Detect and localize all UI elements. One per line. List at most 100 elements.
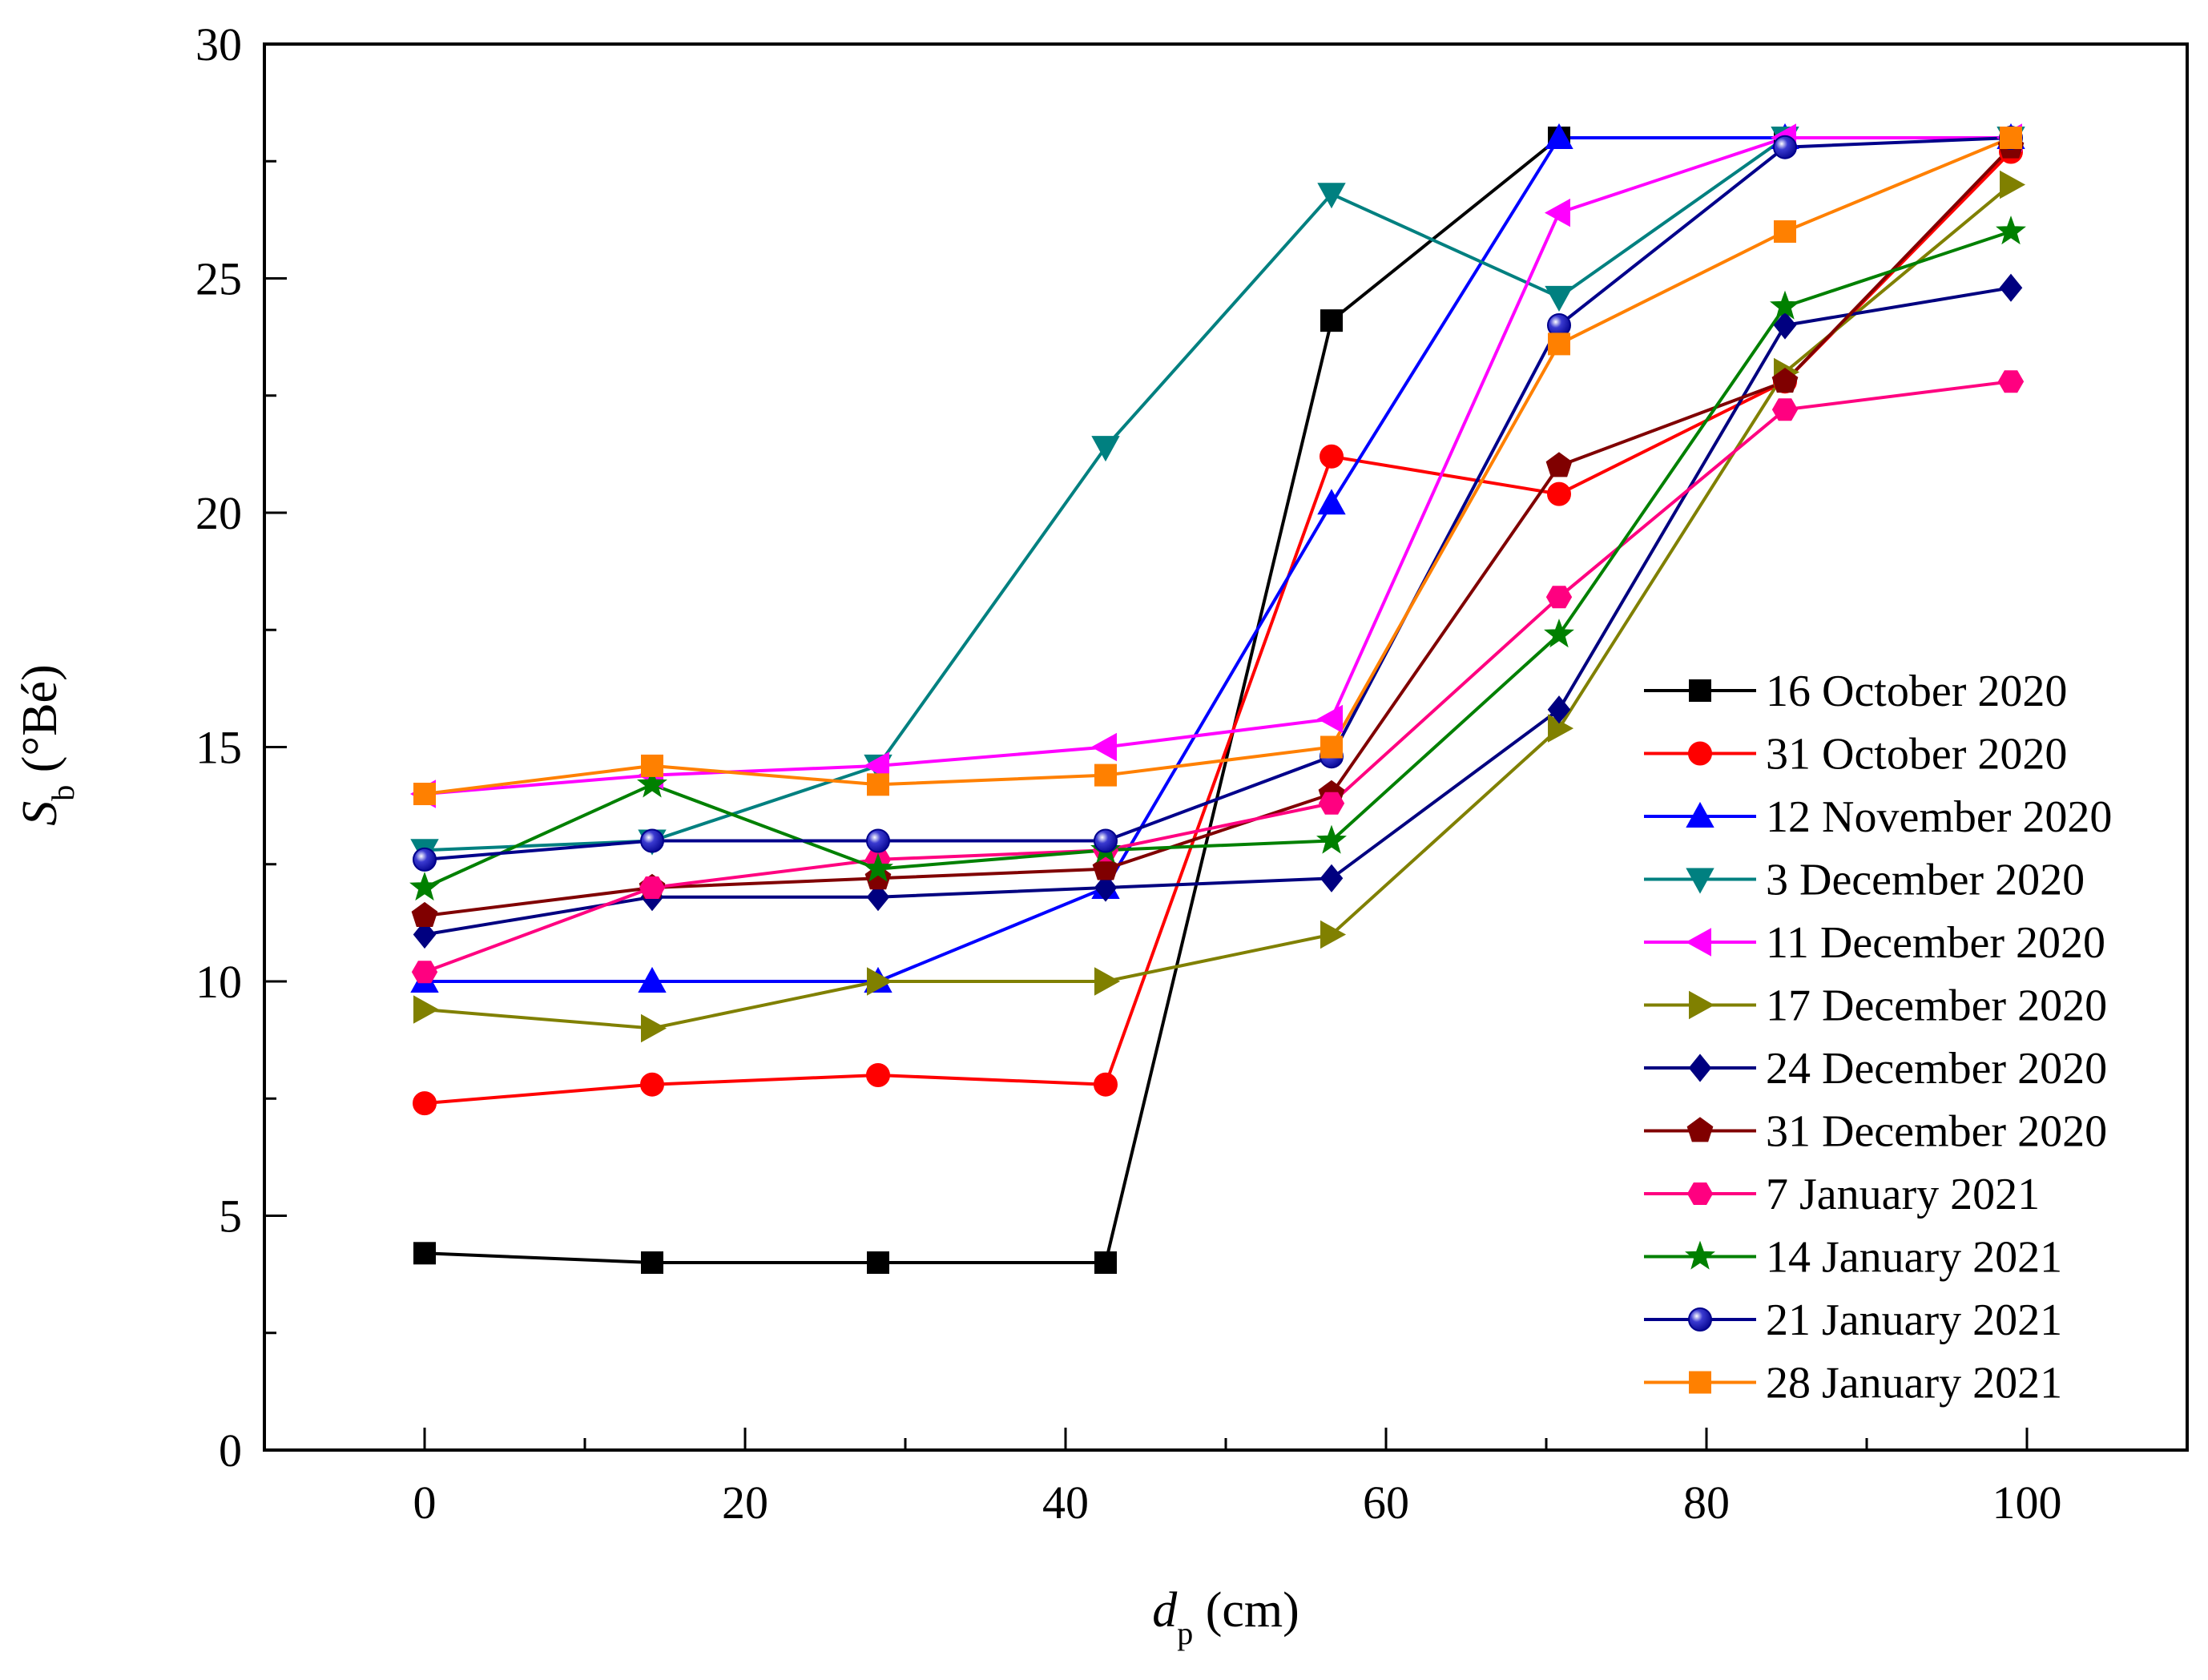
data-point-7-january-2021 [1997,370,2025,393]
legend-label: 28 January 2021 [1766,1359,2062,1408]
series-line-28-january-2021 [424,136,2012,796]
data-point-21-january-2021 [1773,135,1797,159]
data-point-16-october-2020 [641,1251,663,1274]
data-point-21-january-2021 [1094,828,1118,853]
legend-marker [1689,990,1715,1020]
data-point-11-december-2020 [863,751,889,780]
legend-marker [1688,1054,1712,1082]
data-point-24-december-2020 [1094,873,1118,902]
legend-marker [1688,741,1712,766]
legend: 16 October 2020 31 October 2020 12 Novembe… [1644,667,2112,1408]
data-point-21-january-2021 [413,847,437,872]
data-point-28-january-2021 [2000,127,2022,149]
y-axis-subscript: b [45,785,81,801]
y-tick-label: 10 [195,956,242,1008]
x-tick-label: 100 [1992,1477,2062,1529]
data-point-31-december-2020 [1092,855,1119,880]
data-point-28-january-2021 [413,783,436,805]
data-point-12-november-2020 [638,966,667,993]
data-point-17-december-2020 [1094,967,1121,996]
y-tick-label: 30 [195,18,242,71]
data-point-11-december-2020 [1544,198,1570,228]
legend-marker [1685,928,1711,957]
data-point-16-october-2020 [413,1242,436,1265]
data-point-3-december-2020 [1317,183,1346,209]
legend-item-7-january-2021: 7 January 2021 [1644,1170,2040,1219]
data-point-17-december-2020 [867,967,893,996]
data-point-14-january-2021 [1996,216,2026,245]
data-point-17-december-2020 [1320,920,1347,949]
data-point-24-december-2020 [1999,273,2023,302]
series-line-17-december-2020 [424,183,2013,1030]
data-point-14-january-2021 [863,852,893,882]
tick-labels: 0 20 40 60 80 100 0 5 10 15 20 25 30 [195,18,2062,1529]
y-tick-label: 15 [195,722,242,774]
data-point-3-december-2020 [1091,436,1120,462]
series-line-7-january-2021 [424,380,2012,974]
data-point-31-october-2020 [866,1063,890,1087]
legend-label: 3 December 2020 [1766,856,2085,905]
series-line-31-december-2020 [424,146,2013,918]
legend-label: 31 October 2020 [1766,730,2067,780]
legend-item-24-december-2020: 24 December 2020 [1644,1044,2107,1094]
legend-marker [1685,1240,1715,1270]
data-point-3-december-2020 [1545,285,1573,312]
data-point-17-december-2020 [641,1013,667,1043]
data-point-12-november-2020 [1545,123,1573,149]
data-point-7-january-2021 [1771,398,1799,421]
data-point-24-december-2020 [1547,695,1571,724]
data-point-24-december-2020 [1320,864,1344,892]
data-point-31-october-2020 [1094,1072,1118,1097]
data-point-28-january-2021 [641,754,663,777]
data-point-31-december-2020 [1771,367,1799,393]
legend-item-11-december-2020: 11 December 2020 [1644,918,2105,968]
x-tick-label: 80 [1683,1477,1730,1529]
data-point-16-october-2020 [867,1251,889,1274]
series-line-11-december-2020 [424,136,2011,796]
data-point-7-january-2021 [1318,792,1345,815]
x-tick-label: 40 [1042,1477,1089,1529]
data-point-31-october-2020 [1547,481,1571,506]
data-point-14-january-2021 [1544,618,1574,648]
axis-ticks [263,42,2189,1452]
legend-label: 12 November 2020 [1766,792,2112,842]
legend-label: 24 December 2020 [1766,1044,2107,1094]
data-point-31-october-2020 [1320,444,1344,469]
series-line-14-january-2021 [424,230,2012,889]
x-axis-subscript: p [1177,1615,1193,1651]
series-line-21-january-2021 [424,136,2012,861]
data-point-11-december-2020 [1090,732,1117,762]
legend-marker [1686,801,1714,828]
data-point-14-january-2021 [1770,290,1800,320]
legend-label: 21 January 2021 [1766,1295,2062,1345]
x-tick-label: 60 [1363,1477,1409,1529]
data-point-24-december-2020 [413,920,437,949]
series-line-3-december-2020 [424,136,2011,852]
data-point-31-october-2020 [413,1091,437,1116]
data-point-14-january-2021 [637,768,667,798]
legend-item-3-december-2020: 3 December 2020 [1644,856,2085,905]
data-point-21-january-2021 [640,828,664,853]
legend-item-21-january-2021: 21 January 2021 [1644,1295,2062,1345]
legend-marker [1686,868,1714,894]
legend-marker [1688,1307,1712,1332]
legend-item-14-january-2021: 14 January 2021 [1644,1233,2062,1283]
plot-markers [409,123,2026,1274]
data-point-21-january-2021 [866,828,890,853]
data-point-7-january-2021 [411,961,438,984]
y-tick-label: 0 [219,1424,242,1477]
data-point-16-october-2020 [1320,309,1343,332]
y-tick-label: 20 [195,487,242,539]
data-point-12-november-2020 [1317,489,1346,515]
y-axis-unit: (°Bé) [13,664,67,784]
data-point-28-january-2021 [1548,332,1570,356]
series-line-24-december-2020 [424,286,2012,937]
data-point-31-october-2020 [640,1072,664,1097]
series-line-31-october-2020 [424,151,2013,1106]
data-point-17-december-2020 [2000,170,2026,199]
y-tick-label: 5 [219,1191,242,1243]
legend-label: 7 January 2021 [1766,1170,2040,1219]
data-point-24-december-2020 [1773,311,1797,340]
series-line-12-november-2020 [425,136,2011,983]
legend-marker [1686,1182,1714,1205]
